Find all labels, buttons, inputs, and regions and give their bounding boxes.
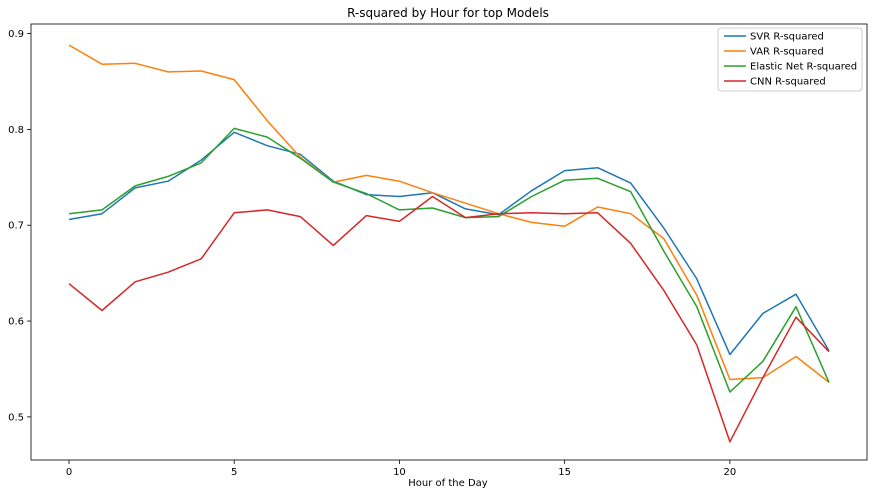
legend-box xyxy=(717,27,863,92)
series-line-cnn-r-squared xyxy=(68,195,830,443)
chart-title: R-squared by Hour for top Models xyxy=(347,6,549,20)
y-tick-label: 0.5 xyxy=(8,412,24,423)
plot-area: 0 5 10 15 20 0.5 0.6 0.7 0.8 0.9 xyxy=(8,23,868,478)
x-tick-label: 15 xyxy=(558,467,571,478)
legend-label: VAR R-squared xyxy=(750,47,824,58)
legend-label: Elastic Net R-squared xyxy=(750,62,857,73)
legend: SVR R-squared VAR R-squared Elastic Net R-… xyxy=(717,27,863,92)
series-line-svr-r-squared xyxy=(68,131,830,356)
plot-frame xyxy=(30,23,868,461)
y-tick-label: 0.7 xyxy=(8,221,24,232)
x-tick-label: 5 xyxy=(231,467,237,478)
y-tick-label: 0.6 xyxy=(8,317,24,328)
legend-label: CNN R-squared xyxy=(750,77,826,88)
series-line-elastic-net-r-squared xyxy=(68,127,830,393)
series-line-var-r-squared xyxy=(68,44,830,383)
y-tick-label: 0.9 xyxy=(8,29,24,40)
x-axis-label: Hour of the Day xyxy=(408,478,488,489)
x-tick-label: 20 xyxy=(724,467,737,478)
x-tick-label: 10 xyxy=(393,467,406,478)
y-tick-label: 0.8 xyxy=(8,125,24,136)
legend-label: SVR R-squared xyxy=(750,32,824,43)
x-tick-label: 0 xyxy=(66,467,72,478)
